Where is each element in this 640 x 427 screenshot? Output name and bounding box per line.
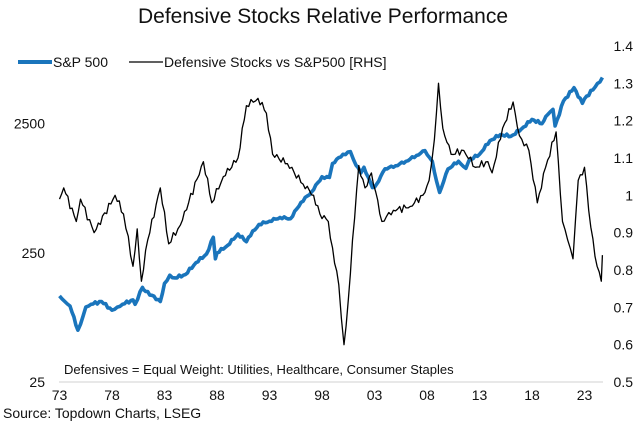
series-layer [58,76,604,346]
chart-source: Source: Topdown Charts, LSEG [3,405,201,421]
right-tick-label: 1.1 [614,150,634,166]
left-tick-label: 250 [22,245,46,261]
left-tick-label: 2500 [14,116,45,132]
right-tick-label: 0.9 [614,225,634,241]
right-tick-label: 1.4 [614,38,634,54]
x-tick-label: 08 [419,387,435,403]
legend-label-sp500: S&P 500 [53,54,108,70]
x-tick-label: 03 [367,387,383,403]
left-axis: 25 250 2500 [14,116,45,390]
x-tick-label: 93 [262,387,278,403]
right-tick-label: 0.7 [614,299,634,315]
legend-label-defensive: Defensive Stocks vs S&P500 [RHS] [164,54,387,70]
x-tick-label: 83 [157,387,173,403]
right-tick-label: 1 [625,187,633,203]
right-tick-label: 1.2 [614,113,634,129]
right-tick-label: 0.5 [614,374,634,390]
x-tick-label: 23 [577,387,593,403]
right-tick-label: 0.6 [614,337,634,353]
right-axis: 0.5 0.6 0.7 0.8 0.9 1 1.1 1.2 1.3 1.4 [614,38,634,390]
x-axis: 73 78 83 88 93 98 03 08 13 18 23 [52,387,593,403]
right-tick-label: 1.3 [614,75,634,91]
x-tick-label: 13 [472,387,488,403]
chart-title: Defensive Stocks Relative Performance [138,5,508,28]
right-tick-label: 0.8 [614,262,634,278]
x-tick-label: 78 [104,387,120,403]
chart-note: Defensives = Equal Weight: Utilities, He… [64,362,454,377]
x-tick-label: 88 [209,387,225,403]
series-line-sp500 [58,76,604,332]
x-tick-label: 98 [314,387,330,403]
x-tick-label: 18 [524,387,540,403]
series-line-defensive [58,82,604,346]
legend: S&P 500 Defensive Stocks vs S&P500 [RHS] [18,54,387,70]
x-tick-label: 73 [52,387,68,403]
left-tick-label: 25 [29,374,45,390]
